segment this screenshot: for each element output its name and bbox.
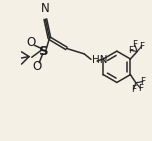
Text: F: F	[131, 85, 136, 94]
Text: N: N	[41, 2, 49, 15]
Text: F: F	[132, 40, 137, 49]
Text: O: O	[32, 60, 41, 73]
Text: O: O	[26, 36, 36, 49]
Text: F: F	[139, 42, 144, 51]
Text: F: F	[138, 84, 143, 93]
Text: F: F	[128, 46, 133, 55]
Text: S: S	[39, 45, 49, 58]
Text: F: F	[140, 77, 145, 86]
Text: HN: HN	[92, 55, 108, 65]
